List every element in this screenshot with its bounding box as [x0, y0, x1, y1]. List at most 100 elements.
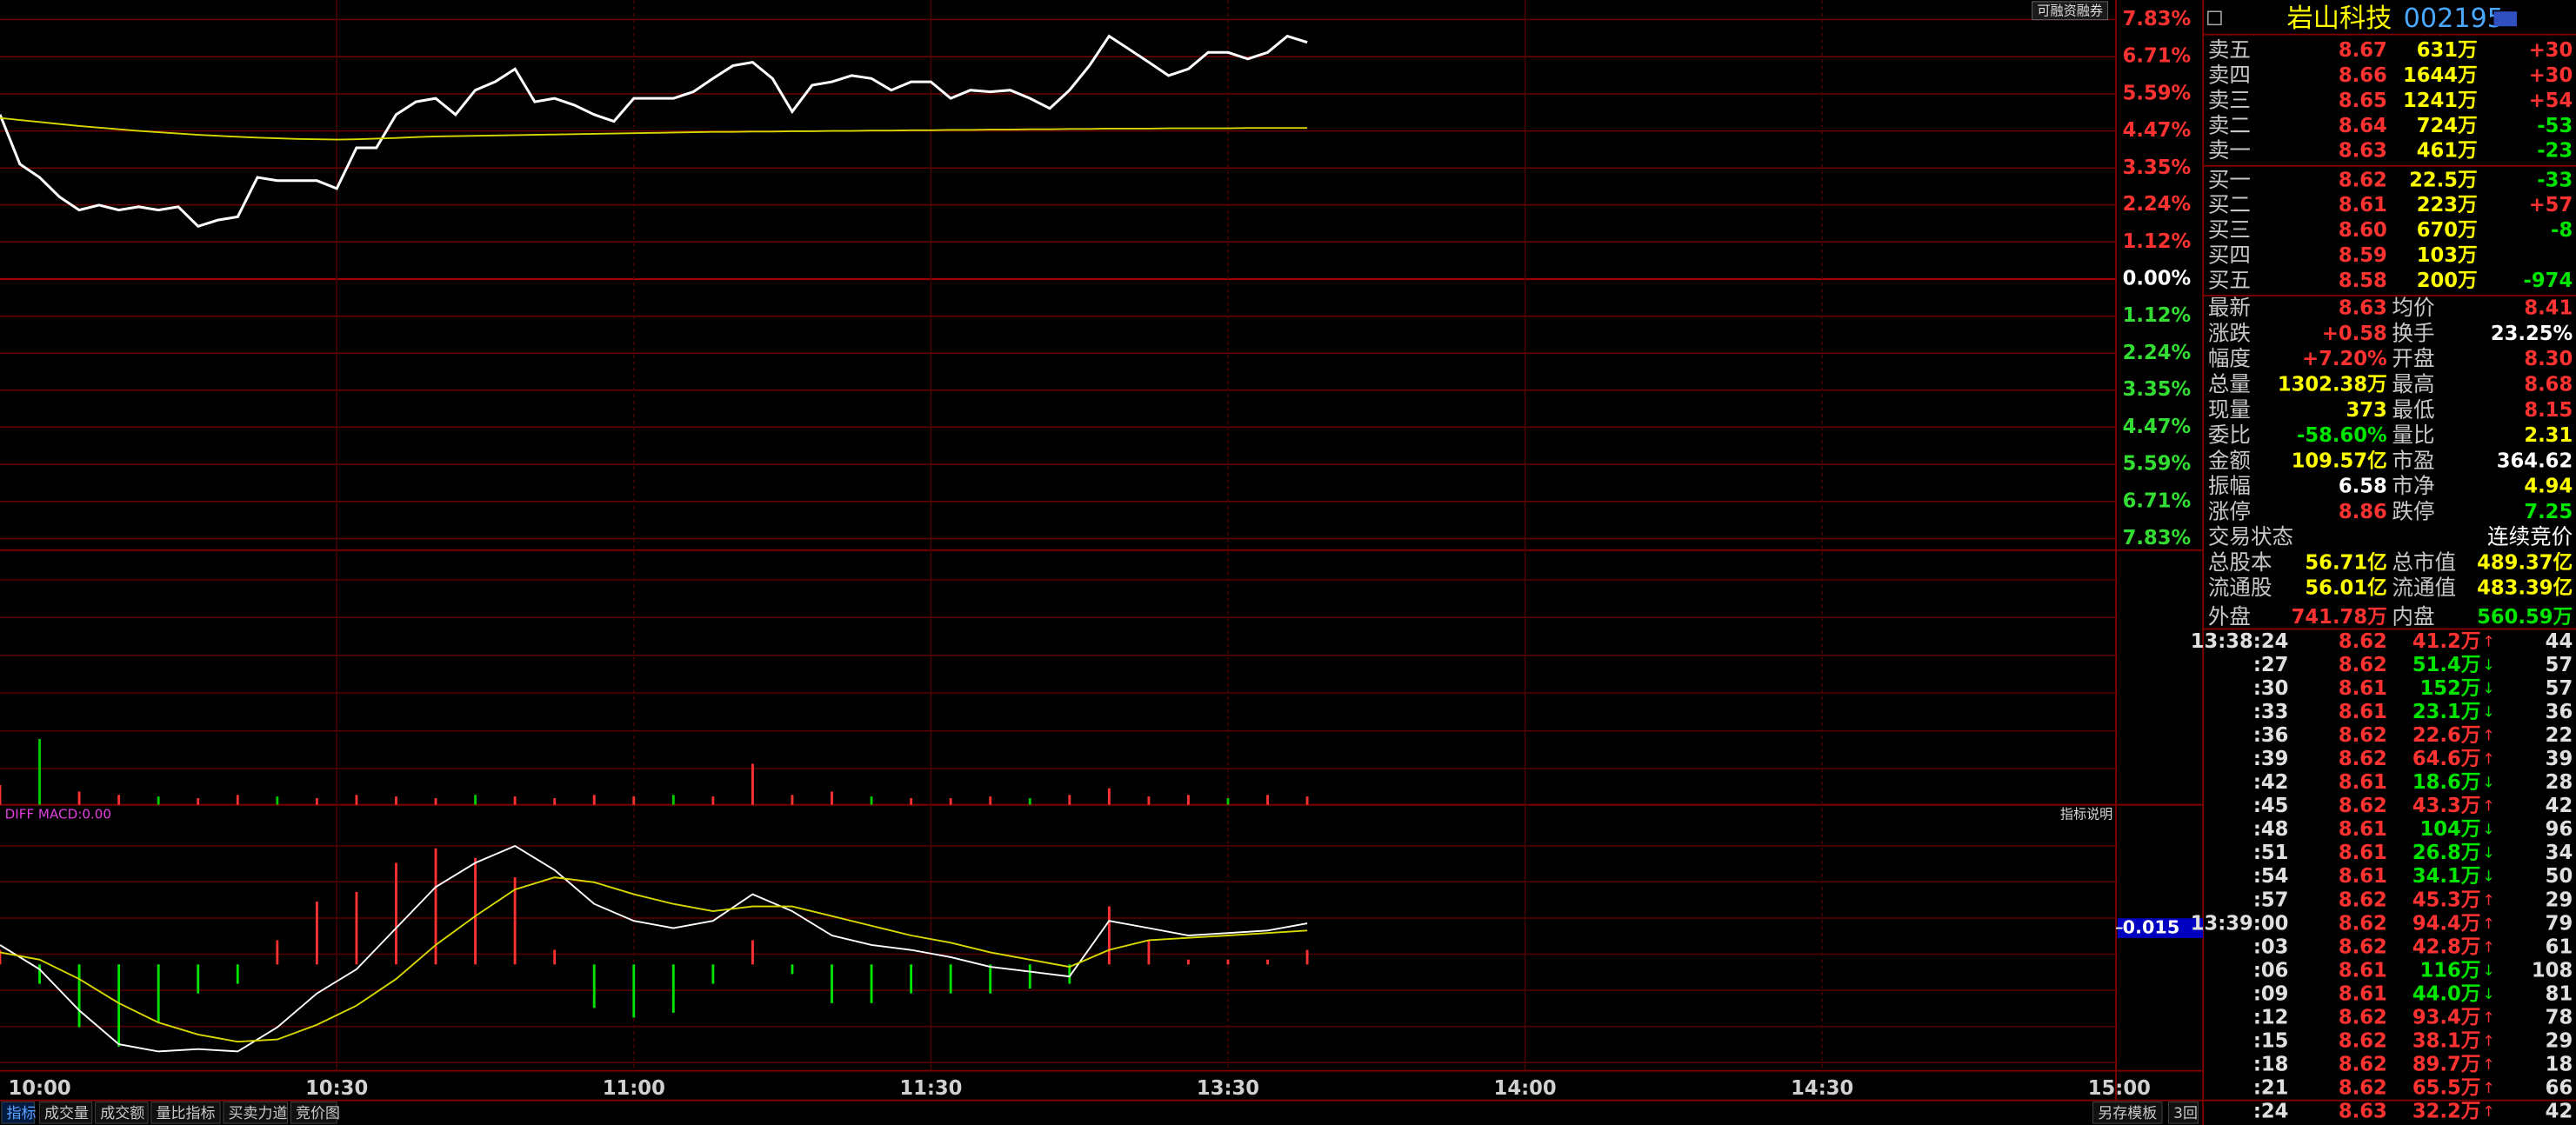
- volume-bar: [1028, 798, 1031, 805]
- tab-label[interactable]: 成交量: [44, 1105, 89, 1122]
- volume-bar: [870, 796, 873, 805]
- stat-label: 涨跌: [2208, 320, 2251, 345]
- y-tick-label: 5.59%: [2123, 82, 2192, 104]
- book-volume: 670万: [2417, 219, 2478, 242]
- volume-bar: [1266, 795, 1269, 805]
- trade-volume: 51.4万: [2412, 654, 2481, 676]
- tab-label[interactable]: 竞价图: [296, 1105, 340, 1122]
- stat-label: 最高: [2392, 371, 2434, 396]
- trade-arrow: ↑: [2482, 1033, 2494, 1050]
- trade-price: 8.63: [2339, 1100, 2387, 1122]
- trade-price: 8.62: [2339, 889, 2387, 911]
- x-tick-label: 13:30: [1197, 1077, 1259, 1100]
- tab-label[interactable]: 买卖力道: [229, 1105, 288, 1122]
- tab[interactable]: [1, 1102, 36, 1124]
- trade-count: 81: [2546, 982, 2573, 1005]
- book-price: 8.64: [2339, 115, 2387, 137]
- stat-value: 8.86: [2339, 501, 2387, 523]
- stat-value: 4.94: [2524, 476, 2573, 498]
- tab[interactable]: [2092, 1102, 2163, 1124]
- stat-value: 373: [2346, 399, 2386, 422]
- book-label: 买三: [2208, 217, 2251, 243]
- trade-count: 29: [2546, 1029, 2573, 1052]
- stat-label: 交易状态: [2208, 524, 2293, 549]
- trade-count: 36: [2546, 701, 2573, 723]
- y-tick-label: 0.015: [2123, 917, 2180, 938]
- trade-time: :51: [2253, 842, 2289, 864]
- book-change: +30: [2529, 39, 2573, 62]
- book-price: 8.58: [2339, 270, 2387, 292]
- y-tick-label: 5.59%: [2123, 453, 2192, 476]
- trade-time: :42: [2253, 771, 2289, 794]
- macd-line: [0, 876, 1308, 1043]
- volume-bar: [949, 798, 952, 805]
- stat-label: 开盘: [2392, 346, 2434, 371]
- tab[interactable]: [95, 1102, 149, 1124]
- margin-badge[interactable]: [2032, 1, 2109, 21]
- volume-bar: [1107, 788, 1111, 805]
- stat-value: 56.01亿: [2305, 577, 2386, 600]
- tab-label[interactable]: 成交额: [100, 1105, 144, 1122]
- trade-count: 96: [2546, 818, 2573, 841]
- trade-time: :12: [2253, 1006, 2289, 1028]
- trade-volume: 152万: [2419, 677, 2480, 700]
- stat-value: 23.25%: [2491, 323, 2573, 345]
- tab[interactable]: [150, 1102, 221, 1124]
- indicator-note[interactable]: 指标说明: [2060, 806, 2112, 822]
- tab[interactable]: [2168, 1102, 2199, 1124]
- volume-bar: [315, 798, 318, 805]
- trade-count: 28: [2546, 771, 2573, 794]
- trade-count: 79: [2546, 912, 2573, 935]
- tab[interactable]: [38, 1102, 93, 1124]
- trade-time: :48: [2253, 818, 2289, 841]
- stat-label: 跌停: [2392, 498, 2434, 523]
- tab[interactable]: [290, 1102, 337, 1124]
- trade-volume: 32.2万: [2412, 1100, 2481, 1122]
- stat-label: 均价: [2392, 295, 2434, 320]
- volume-bar: [1226, 798, 1230, 805]
- tab-label[interactable]: 指标: [7, 1105, 37, 1122]
- volume-bar: [671, 795, 675, 805]
- tab[interactable]: [223, 1102, 289, 1124]
- trade-volume: 41.2万: [2412, 630, 2481, 653]
- trade-price: 8.62: [2339, 724, 2387, 747]
- book-label: 卖三: [2208, 87, 2251, 112]
- stat-label: 换手: [2392, 320, 2434, 345]
- trade-price: 8.61: [2339, 982, 2387, 1005]
- book-price: 8.60: [2339, 219, 2387, 242]
- book-price: 8.62: [2339, 169, 2387, 191]
- stat-label: 最新: [2208, 295, 2251, 320]
- trade-time: :33: [2253, 701, 2289, 723]
- margin-label[interactable]: 可融资融券: [2037, 3, 2103, 19]
- volume-bar: [236, 795, 239, 805]
- volume-bar: [513, 796, 517, 805]
- tab-label[interactable]: 3回: [2173, 1105, 2198, 1122]
- stat-value: -58.60%: [2297, 424, 2387, 447]
- trade-count: 42: [2546, 795, 2573, 817]
- stat-value: 连续竞价: [2487, 524, 2573, 549]
- book-label: 买四: [2208, 243, 2251, 268]
- trade-time: :15: [2253, 1029, 2289, 1052]
- stat-label: 流通股: [2208, 575, 2272, 600]
- trade-price: 8.61: [2339, 818, 2387, 841]
- volume-bar: [831, 791, 833, 805]
- x-tick-label: 14:30: [1791, 1077, 1853, 1100]
- book-price: 8.66: [2339, 64, 2387, 87]
- trade-volume: 43.3万: [2412, 795, 2481, 817]
- trade-time: :24: [2253, 1100, 2289, 1122]
- book-volume: 200万: [2417, 270, 2478, 292]
- trade-arrow: ↓: [2482, 681, 2494, 698]
- trade-arrow: ↓: [2482, 962, 2494, 980]
- book-volume: 103万: [2417, 244, 2478, 267]
- tab-label[interactable]: 另存模板: [2098, 1105, 2157, 1122]
- book-price: 8.67: [2339, 39, 2387, 62]
- trade-price: 8.62: [2339, 630, 2387, 653]
- trade-price: 8.61: [2339, 865, 2387, 888]
- trade-time: :18: [2253, 1053, 2289, 1075]
- trade-arrow: ↓: [2482, 869, 2494, 886]
- book-change: -8: [2551, 219, 2573, 242]
- tab-label[interactable]: 量比指标: [156, 1105, 215, 1122]
- stat-label: 市盈: [2392, 448, 2434, 473]
- trade-arrow: ↑: [2482, 751, 2494, 769]
